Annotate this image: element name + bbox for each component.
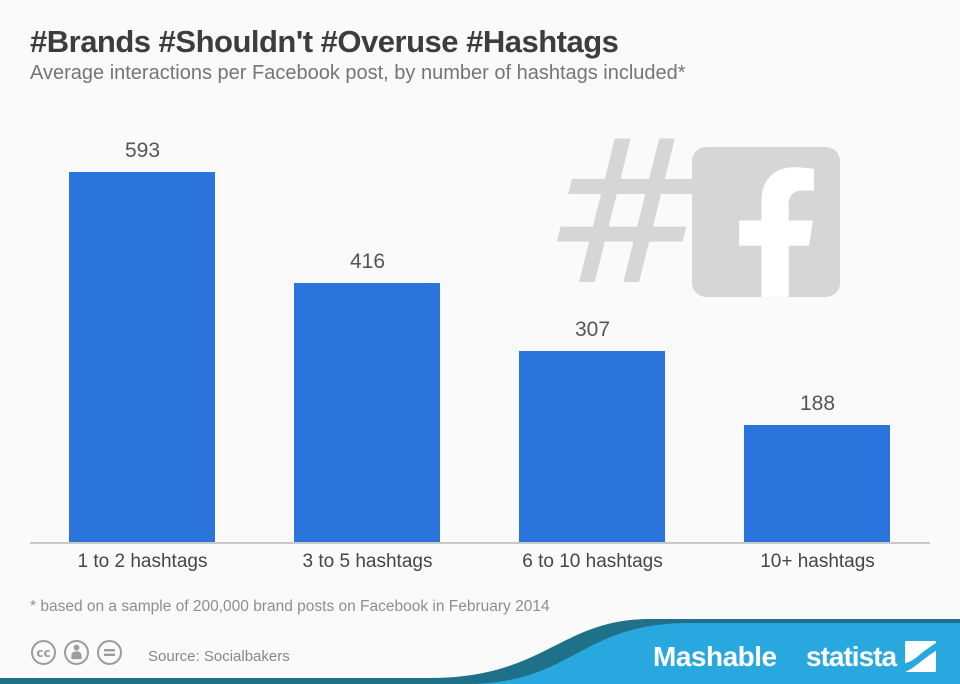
x-tick-label: 1 to 2 hashtags (77, 551, 208, 572)
x-axis-line (30, 542, 930, 544)
mashable-logo: Mashable (653, 641, 777, 672)
chart-subtitle: Average interactions per Facebook post, … (30, 62, 686, 84)
bar-chart: 593 416 307 188 (30, 120, 930, 543)
statista-logo: statista (806, 641, 897, 672)
bar (744, 425, 890, 543)
statista-square-icon (905, 641, 936, 672)
facebook-f-icon (739, 167, 814, 297)
x-tick-label: 10+ hashtags (760, 551, 875, 572)
bar (519, 351, 665, 543)
x-tick-label: 3 to 5 hashtags (302, 551, 433, 572)
footer-blue-band (470, 623, 960, 684)
svg-text:cc: cc (36, 646, 50, 660)
value-label: 593 (124, 139, 161, 162)
footer-wave (0, 619, 960, 684)
bar (69, 172, 215, 543)
source-label: Source: Socialbakers (148, 648, 290, 665)
value-label: 188 (799, 392, 836, 415)
footnote: * based on a sample of 200,000 brand pos… (30, 598, 550, 615)
cc-icon: cc (31, 640, 56, 665)
page-title: #Brands #Shouldn't #Overuse #Hashtags (30, 24, 619, 59)
value-label: 416 (349, 250, 386, 273)
bar-group-10-plus: 188 (705, 120, 930, 543)
bar-group-6-to-10: 307 (480, 120, 705, 543)
x-axis-labels: 1 to 2 hashtags 3 to 5 hashtags 6 to 10 … (30, 551, 930, 573)
x-tick-label: 6 to 10 hashtags (522, 551, 663, 572)
hashtag-watermark-icon: # (543, 97, 711, 330)
bar-group-3-to-5: 416 (255, 120, 480, 543)
attribution-person-icon (64, 640, 89, 665)
bar-group-1-to-2: 593 (30, 120, 255, 543)
facebook-watermark-icon (692, 147, 840, 297)
bar (294, 283, 440, 543)
license-icons: cc (30, 639, 123, 666)
value-label: 307 (574, 318, 611, 341)
equals-icon (97, 640, 122, 665)
